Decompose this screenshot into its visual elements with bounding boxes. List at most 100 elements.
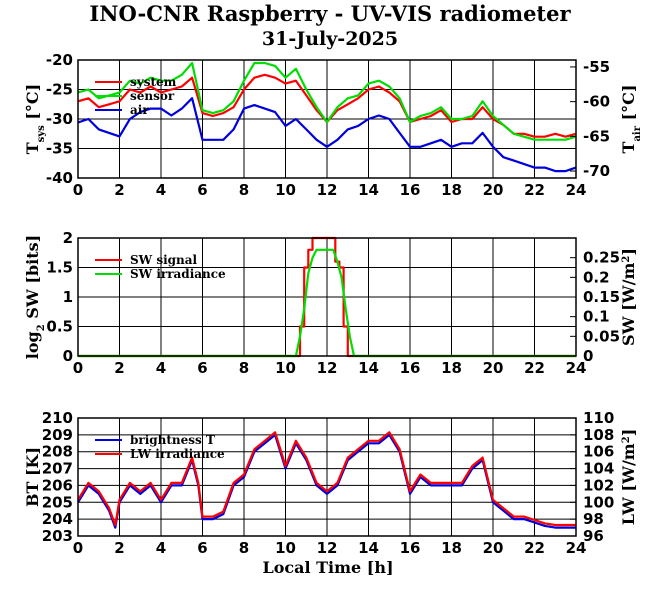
- x-tick-label: 22: [524, 539, 545, 557]
- panel-2: 0 2 4 6 8 10 12 14 16 18 20 22 2400.511.5200.050.10.…: [23, 229, 638, 377]
- x-tick-label: 12: [317, 181, 338, 199]
- x-tick-label: 2: [114, 539, 124, 557]
- legend-label: system: [130, 75, 177, 89]
- x-tick-label: 8: [239, 359, 249, 377]
- x-axis-label: Local Time [h]: [262, 558, 393, 577]
- series-line-3-2: [77, 431, 576, 527]
- x-tick-label: 6: [197, 539, 207, 557]
- x-tick-label: 6: [197, 359, 207, 377]
- y-tick-label: 2: [63, 229, 73, 247]
- x-tick-label: 6: [197, 181, 207, 199]
- y-tick-label: 1: [63, 288, 73, 306]
- x-tick-label: 24: [566, 539, 587, 557]
- legend-label: sensor: [130, 89, 175, 103]
- plot-frame: [77, 59, 577, 179]
- legend-label: SW irradiance: [130, 267, 226, 281]
- legend-label: SW signal: [130, 253, 198, 267]
- series-line-1-2: [77, 61, 577, 141]
- x-tick-label: 10: [275, 359, 296, 377]
- y-tick-label: 204: [42, 510, 73, 528]
- y2-tick-label: 96: [583, 527, 604, 545]
- y-tick-label: 1.5: [46, 259, 73, 277]
- series-line-1-3: [77, 97, 577, 173]
- x-tick-label: 0: [73, 539, 83, 557]
- x-tick-label: 10: [275, 539, 296, 557]
- x-tick-label: 22: [524, 181, 545, 199]
- x-tick-label: 24: [566, 181, 587, 199]
- x-tick-label: 16: [400, 359, 421, 377]
- x-tick-label: 4: [156, 539, 166, 557]
- y-tick-label: 207: [42, 460, 73, 478]
- chart-title: INO-CNR Raspberry - UV-VIS radiometer: [89, 1, 571, 26]
- y2-axis-label: SW [W/m2]: [619, 248, 638, 346]
- legend-label: LW irradiance: [130, 447, 225, 461]
- y-axis-label: log2 SW [bits]: [23, 235, 47, 359]
- y2-tick-label: 100: [583, 493, 614, 511]
- y-tick-label: 210: [42, 409, 73, 427]
- y-axis-label: BT [K]: [23, 447, 42, 507]
- y2-tick-label: 102: [583, 476, 614, 494]
- y2-tick-label: 0.2: [583, 268, 610, 286]
- chart-subtitle: 31-July-2025: [261, 28, 399, 50]
- y2-tick-label: 0.05: [583, 327, 620, 345]
- y-tick-label: -20: [46, 51, 73, 69]
- y2-axis-label: Tair [°C]: [619, 85, 643, 154]
- x-tick-label: 20: [483, 359, 504, 377]
- panel-1: 0 2 4 6 8 10 12 14 16 18 20 22 24-40-35-30-25-20-70-…: [23, 51, 643, 199]
- y2-tick-label: 0: [583, 347, 593, 365]
- y-tick-label: 203: [42, 527, 73, 545]
- panel-3: 0 2 4 6 8 10 12 14 16 18 20 22 242032042052062072082…: [23, 409, 638, 557]
- x-tick-label: 20: [483, 181, 504, 199]
- y2-tick-label: 0.1: [583, 308, 610, 326]
- y2-axis-label: LW [W/m2]: [619, 429, 638, 526]
- x-tick-label: 20: [483, 539, 504, 557]
- y-tick-label: -40: [46, 169, 73, 187]
- x-tick-label: 2: [114, 181, 124, 199]
- plot-frame: [77, 417, 577, 537]
- x-tick-label: 0: [73, 359, 83, 377]
- x-tick-label: 8: [239, 539, 249, 557]
- y2-tick-label: -55: [583, 58, 610, 76]
- y-tick-label: 0.5: [46, 318, 73, 336]
- series-line-2-2: [78, 248, 576, 358]
- x-tick-label: 18: [441, 359, 462, 377]
- x-tick-label: 14: [358, 359, 379, 377]
- y-tick-label: -35: [46, 140, 73, 158]
- y2-tick-label: 104: [583, 460, 614, 478]
- y2-tick-label: 106: [583, 443, 614, 461]
- x-tick-label: 0: [73, 181, 83, 199]
- legend-label: brightness T: [130, 433, 215, 447]
- x-tick-label: 14: [358, 181, 379, 199]
- y2-tick-label: 0.15: [583, 288, 620, 306]
- y-tick-label: 205: [42, 493, 73, 511]
- x-tick-label: 10: [275, 181, 296, 199]
- y-tick-label: -30: [46, 110, 73, 128]
- y2-tick-label: 110: [583, 409, 614, 427]
- y2-tick-label: 98: [583, 510, 604, 528]
- x-tick-label: 4: [156, 359, 166, 377]
- x-tick-label: 8: [239, 181, 249, 199]
- y-tick-label: 0: [63, 347, 73, 365]
- x-tick-label: 18: [441, 181, 462, 199]
- y2-tick-label: 108: [583, 426, 614, 444]
- y2-tick-label: 0.25: [583, 249, 620, 267]
- y2-tick-label: -60: [583, 93, 610, 111]
- y2-tick-label: -70: [583, 162, 610, 180]
- x-tick-label: 24: [566, 359, 587, 377]
- y-tick-label: 208: [42, 443, 73, 461]
- y-axis-label: Tsys [°C]: [23, 84, 47, 154]
- y-tick-label: -25: [46, 81, 73, 99]
- x-tick-label: 4: [156, 181, 166, 199]
- x-tick-label: 16: [400, 539, 421, 557]
- x-tick-label: 22: [524, 359, 545, 377]
- y-tick-label: 209: [42, 426, 73, 444]
- x-tick-label: 18: [441, 539, 462, 557]
- legend-label: air: [130, 103, 149, 117]
- y2-tick-label: -65: [583, 127, 610, 145]
- x-tick-label: 12: [317, 359, 338, 377]
- x-tick-label: 16: [400, 181, 421, 199]
- x-tick-label: 12: [317, 539, 338, 557]
- y-tick-label: 206: [42, 476, 73, 494]
- x-tick-label: 2: [114, 359, 124, 377]
